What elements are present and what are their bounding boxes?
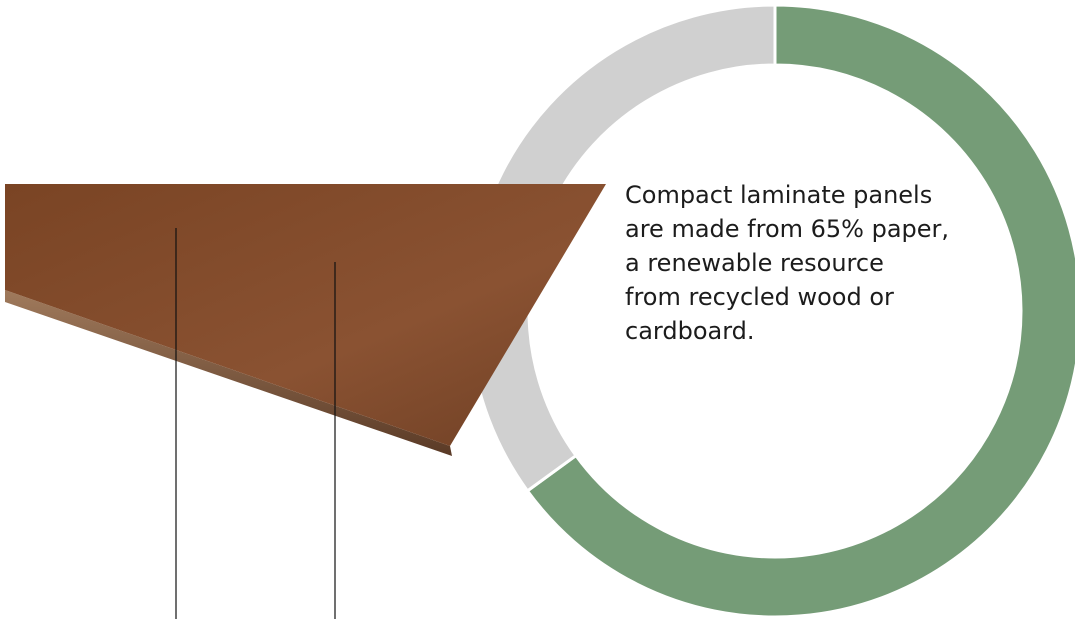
description-line: from recycled wood or [625, 283, 894, 311]
description-line: Compact laminate panels [625, 181, 932, 209]
description-line: a renewable resource [625, 249, 884, 277]
donut-chart [467, 3, 1075, 619]
description: Compact laminate panels are made from 65%… [625, 181, 949, 345]
description-line: are made from 65% paper, [625, 215, 949, 243]
description-line: cardboard. [625, 317, 755, 345]
panel-top [5, 184, 606, 446]
donut-segment [525, 3, 1075, 619]
panel-edge [5, 290, 452, 456]
laminate-panel-image [5, 184, 606, 456]
